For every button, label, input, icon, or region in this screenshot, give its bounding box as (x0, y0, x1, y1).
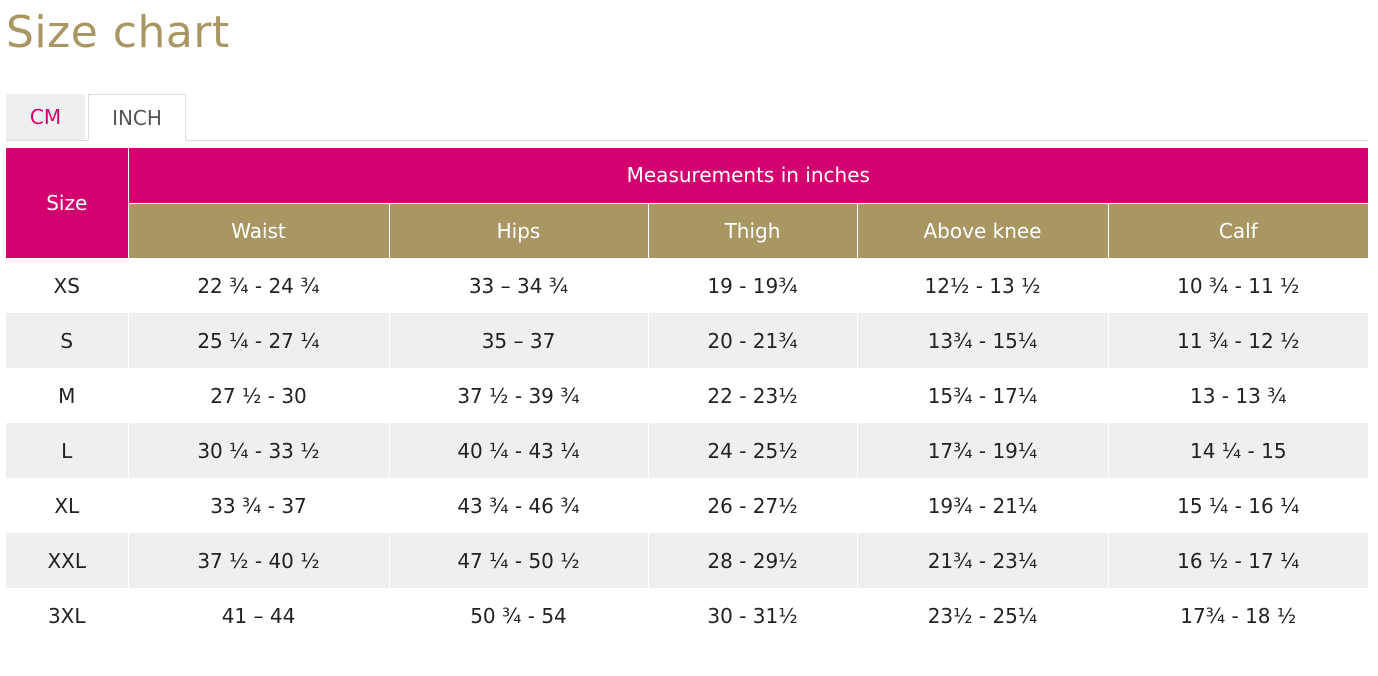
waist-cell: 30 ¼ - 33 ½ (128, 423, 390, 478)
column-header-thigh: Thigh (648, 203, 858, 258)
table-row: XL 33 ¾ - 37 43 ¾ - 46 ¾ 26 - 27½ 19¾ - 21¼ 1… (6, 478, 1369, 533)
table-row: 3XL 41 – 44 50 ¾ - 54 30 - 31½ 23½ - 25¼ 17¾ … (6, 588, 1369, 643)
hips-cell: 40 ¼ - 43 ¼ (389, 423, 649, 478)
measurements-group-header: Measurements in inches (128, 148, 1369, 204)
above-knee-cell: 17¾ - 19¼ (857, 423, 1109, 478)
table-row: XXL 37 ½ - 40 ½ 47 ¼ - 50 ½ 28 - 29½ 21¾ - 2… (6, 533, 1369, 588)
calf-cell: 16 ½ - 17 ¼ (1108, 533, 1369, 588)
size-table: Size Measurements in inches Waist Hips T… (6, 148, 1369, 643)
hips-cell: 37 ½ - 39 ¾ (389, 368, 649, 423)
calf-cell: 15 ¼ - 16 ¼ (1108, 478, 1369, 533)
size-cell: XXL (6, 533, 129, 588)
above-knee-cell: 23½ - 25¼ (857, 588, 1109, 643)
hips-cell: 47 ¼ - 50 ½ (389, 533, 649, 588)
column-header-calf: Calf (1108, 203, 1369, 258)
hips-cell: 50 ¾ - 54 (389, 588, 649, 643)
column-header-above-knee: Above knee (857, 203, 1109, 258)
unit-tabs: CM INCH (6, 94, 1368, 141)
size-cell: XS (6, 258, 129, 313)
table-row: S 25 ¼ - 27 ¼ 35 – 37 20 - 21¾ 13¾ - 15¼ 11 ¾… (6, 313, 1369, 368)
size-cell: XL (6, 478, 129, 533)
above-knee-cell: 19¾ - 21¼ (857, 478, 1109, 533)
page-title: Size chart (6, 7, 230, 58)
above-knee-cell: 13¾ - 15¼ (857, 313, 1109, 368)
thigh-cell: 19 - 19¾ (648, 258, 858, 313)
size-cell: 3XL (6, 588, 129, 643)
calf-cell: 17¾ - 18 ½ (1108, 588, 1369, 643)
waist-cell: 37 ½ - 40 ½ (128, 533, 390, 588)
tab-cm[interactable]: CM (6, 94, 85, 140)
waist-cell: 41 – 44 (128, 588, 390, 643)
waist-cell: 33 ¾ - 37 (128, 478, 390, 533)
thigh-cell: 20 - 21¾ (648, 313, 858, 368)
thigh-cell: 28 - 29½ (648, 533, 858, 588)
calf-cell: 10 ¾ - 11 ½ (1108, 258, 1369, 313)
thigh-cell: 30 - 31½ (648, 588, 858, 643)
table-row: L 30 ¼ - 33 ½ 40 ¼ - 43 ¼ 24 - 25½ 17¾ - 19¼… (6, 423, 1369, 478)
size-cell: M (6, 368, 129, 423)
column-header-waist: Waist (128, 203, 390, 258)
calf-cell: 13 - 13 ¾ (1108, 368, 1369, 423)
thigh-cell: 22 - 23½ (648, 368, 858, 423)
waist-cell: 27 ½ - 30 (128, 368, 390, 423)
calf-cell: 14 ¼ - 15 (1108, 423, 1369, 478)
hips-cell: 43 ¾ - 46 ¾ (389, 478, 649, 533)
hips-cell: 33 – 34 ¾ (389, 258, 649, 313)
above-knee-cell: 15¾ - 17¼ (857, 368, 1109, 423)
thigh-cell: 24 - 25½ (648, 423, 858, 478)
above-knee-cell: 12½ - 13 ½ (857, 258, 1109, 313)
column-header-hips: Hips (389, 203, 649, 258)
waist-cell: 22 ¾ - 24 ¾ (128, 258, 390, 313)
tab-inch[interactable]: INCH (88, 94, 186, 141)
above-knee-cell: 21¾ - 23¼ (857, 533, 1109, 588)
table-body: XS 22 ¾ - 24 ¾ 33 – 34 ¾ 19 - 19¾ 12½ - 13 ½… (6, 258, 1369, 643)
size-cell: S (6, 313, 129, 368)
size-cell: L (6, 423, 129, 478)
table-row: XS 22 ¾ - 24 ¾ 33 – 34 ¾ 19 - 19¾ 12½ - 13 ½… (6, 258, 1369, 313)
calf-cell: 11 ¾ - 12 ½ (1108, 313, 1369, 368)
thigh-cell: 26 - 27½ (648, 478, 858, 533)
waist-cell: 25 ¼ - 27 ¼ (128, 313, 390, 368)
hips-cell: 35 – 37 (389, 313, 649, 368)
size-column-header: Size (6, 148, 129, 258)
table-row: M 27 ½ - 30 37 ½ - 39 ¾ 22 - 23½ 15¾ - 17¼ 13… (6, 368, 1369, 423)
